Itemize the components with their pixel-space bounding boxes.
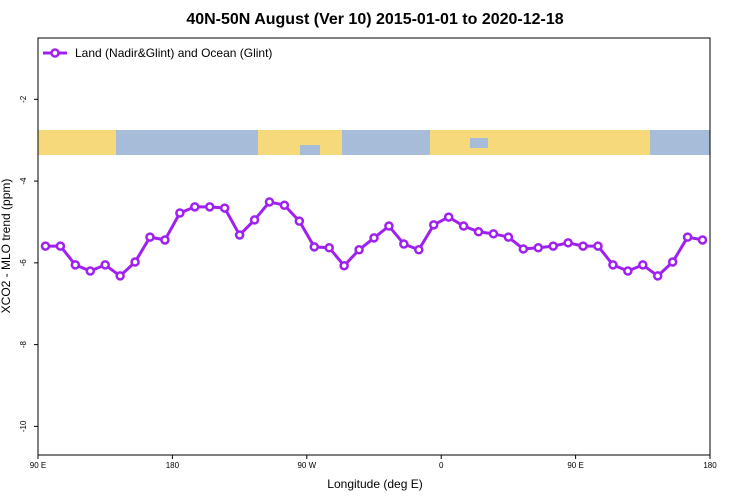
data-point — [533, 242, 544, 253]
data-point — [354, 245, 364, 255]
data-point — [458, 221, 469, 231]
data-point — [638, 260, 648, 270]
x-tick-label: 180 — [703, 461, 717, 470]
map-strip — [38, 130, 710, 155]
data-point — [414, 245, 424, 255]
data-point — [279, 200, 290, 210]
data-point — [204, 202, 215, 212]
data-point — [518, 244, 529, 254]
data-point — [443, 212, 454, 222]
data-point — [55, 241, 66, 251]
data-point — [100, 260, 110, 270]
data-point — [667, 257, 678, 267]
data-point — [264, 197, 275, 207]
legend-marker — [50, 48, 60, 58]
data-point — [503, 232, 514, 242]
data-point — [130, 257, 140, 267]
y-tick-label: -10 — [19, 420, 28, 432]
chart-title: 40N-50N August (Ver 10) 2015-01-01 to 20… — [186, 11, 563, 28]
x-tick-label: 90 W — [297, 461, 316, 470]
data-point — [324, 242, 334, 253]
data-point — [578, 241, 588, 251]
y-axis-label: XCO2 - MLO trend (ppm) — [0, 179, 13, 314]
data-point — [294, 216, 305, 226]
data-point — [70, 260, 81, 270]
data-point — [115, 271, 125, 281]
data-point — [473, 227, 484, 237]
y-tick-label: -4 — [19, 177, 28, 185]
data-point — [339, 260, 349, 271]
y-tick-label: -6 — [19, 259, 28, 267]
data-point — [608, 260, 618, 270]
legend-label: Land (Nadir&Glint) and Ocean (Glint) — [75, 46, 272, 60]
data-point — [190, 202, 200, 212]
data-point — [563, 238, 573, 248]
data-point — [249, 215, 260, 225]
plot-frame — [37, 37, 711, 456]
x-axis-label: Longitude (deg E) — [327, 477, 422, 491]
data-point — [399, 239, 409, 249]
y-tick-label: -8 — [19, 341, 28, 349]
data-point — [697, 235, 708, 245]
x-tick-label: 0 — [439, 461, 444, 470]
data-point — [85, 266, 96, 276]
x-tick-label: 90 E — [30, 461, 46, 470]
data-point — [623, 266, 633, 276]
data-point — [384, 221, 394, 231]
data-point — [682, 232, 693, 242]
data-point — [652, 271, 663, 281]
data-point — [145, 232, 155, 242]
data-point — [428, 220, 439, 230]
data-point — [488, 229, 499, 239]
x-tick-label: 180 — [166, 461, 180, 470]
data-point — [309, 242, 320, 252]
data-point — [175, 208, 185, 218]
data-point — [369, 233, 379, 243]
y-tick-label: -2 — [19, 95, 28, 103]
data-point — [593, 241, 603, 251]
data-point — [160, 235, 170, 245]
data-point — [219, 203, 230, 213]
data-point — [548, 241, 558, 251]
data-point — [234, 230, 245, 240]
data-point — [40, 241, 51, 251]
x-tick-label: 90 E — [567, 461, 583, 470]
